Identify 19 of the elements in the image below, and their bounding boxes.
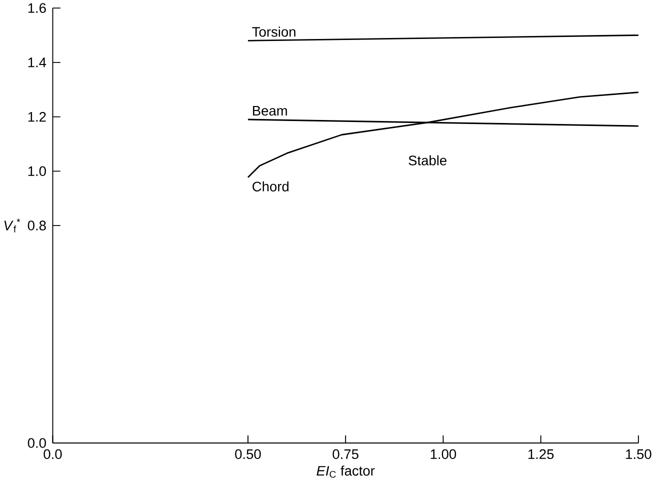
series-label: Chord	[252, 181, 288, 192]
y-tick-label: 0.0	[28, 438, 46, 448]
x-tick-label: 1.50	[626, 449, 652, 460]
x-axis-title: EI$_{C}$ factor	[316, 466, 375, 478]
y-tick-label: 1.4	[28, 58, 46, 68]
line-series	[247, 92, 640, 178]
x-tick-label: 1.25	[528, 449, 554, 460]
x-tick-label: 0.75	[332, 449, 358, 460]
x-tick-label: 0.0	[44, 449, 62, 460]
y-tick-label: 1.0	[28, 166, 46, 176]
annotation: Stable	[408, 155, 446, 166]
x-tick-label: 1.00	[430, 449, 456, 460]
y-tick-label: 1.6	[28, 3, 46, 13]
series-label: Torsion	[252, 26, 296, 37]
x-tick-label: 0.50	[235, 449, 261, 460]
y-tick-label: 0.8	[28, 220, 46, 230]
y-tick-label: 1.2	[28, 112, 46, 122]
y-axis-title: V$_{f}$*	[4, 218, 20, 232]
series-label: Beam	[252, 106, 287, 116]
